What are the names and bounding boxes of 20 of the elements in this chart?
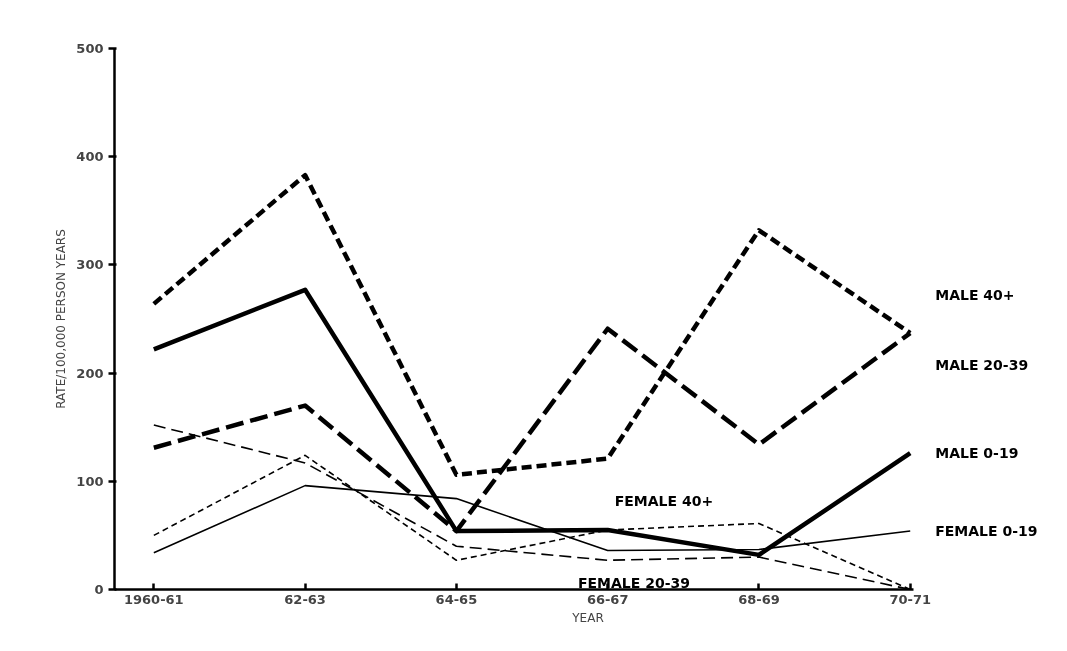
series-label: MALE 0-19 [935,445,1019,462]
y-tick-label: 400 [76,149,104,165]
x-tick-label: 64-65 [435,591,478,607]
x-axis-title: YEAR [571,610,604,625]
x-tick-label: 1960-61 [124,591,184,607]
y-tick-label: 500 [76,41,104,56]
x-tick-label: 68-69 [738,591,780,607]
y-tick-label: 300 [76,257,104,273]
x-tick-label: 66-67 [586,591,629,607]
series-label: FEMALE 20-39 [577,575,690,592]
series-label: FEMALE 0-19 [935,523,1038,540]
series-label: FEMALE 40+ [614,493,714,510]
y-tick-label: 100 [76,473,104,489]
x-tick-label: 70-71 [889,591,932,607]
text: MALE 20-39 [935,357,1029,374]
y-tick-label: 200 [76,365,104,381]
y-tick-label: 0 [94,582,104,597]
y-axis-title: RATE/100,000 PERSON YEARS [54,229,69,409]
text: MALE 40+ [935,287,1015,304]
x-tick-label: 62-63 [284,591,326,607]
